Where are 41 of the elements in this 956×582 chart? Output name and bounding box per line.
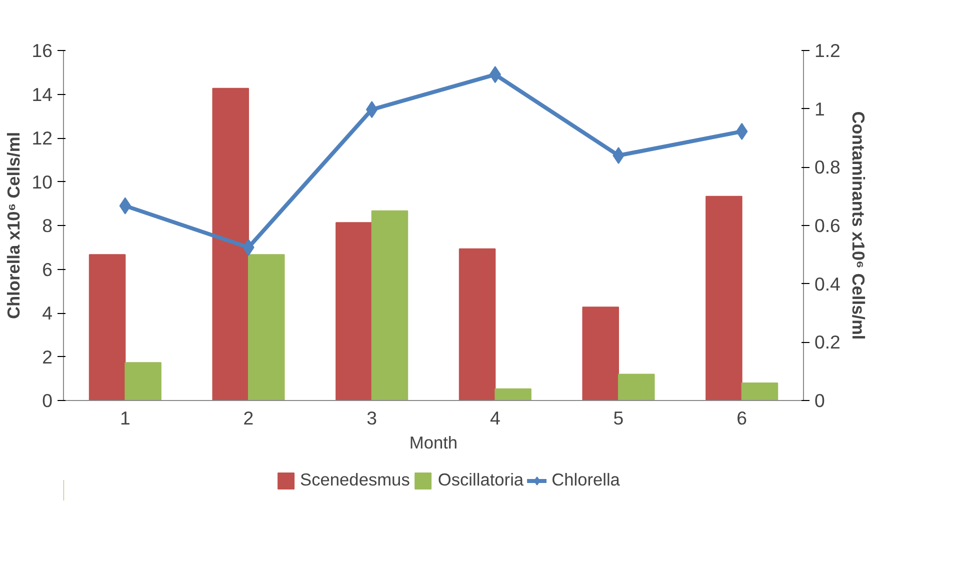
y2-tick-label: 1 xyxy=(814,98,825,120)
y2-axis-title: Contaminants x10⁶ Cells/ml xyxy=(848,111,868,340)
y-tick-label: 14 xyxy=(32,84,53,105)
y-tick-label: 12 xyxy=(32,128,53,148)
point xyxy=(612,147,624,164)
x-tick-label: 3 xyxy=(366,408,378,428)
bar xyxy=(741,382,778,400)
legend-label: Scenedesmus xyxy=(300,470,410,490)
y-tick-label: 16 xyxy=(32,40,53,61)
x-tick-label: 6 xyxy=(736,408,748,428)
y2-tick-label: 0.8 xyxy=(814,156,840,178)
y2-tick-label: 0 xyxy=(814,390,825,411)
bar xyxy=(371,210,408,400)
x-tick-label: 1 xyxy=(120,408,130,428)
bar xyxy=(582,306,619,400)
y-tick-label: 6 xyxy=(42,258,53,280)
y2-tick-label: 0.2 xyxy=(814,332,840,353)
legend-label: Chlorella xyxy=(552,470,620,490)
y2-tick-label: 1.2 xyxy=(814,40,840,61)
bar xyxy=(618,374,655,400)
y-tick-label: 10 xyxy=(32,171,53,192)
y2-tick-label: 0.4 xyxy=(814,273,840,294)
x-tick-label: 5 xyxy=(613,408,624,428)
y-tick-label: 0 xyxy=(42,390,53,411)
bar xyxy=(458,248,496,400)
bar xyxy=(212,88,249,400)
x-tick-label: 4 xyxy=(490,408,500,428)
y2-tick-label: 0.6 xyxy=(814,215,840,236)
bar xyxy=(88,254,126,400)
bar xyxy=(336,222,372,400)
bar xyxy=(494,388,532,400)
x-tick-label: 2 xyxy=(243,408,254,428)
x-axis-title: Month xyxy=(409,432,458,452)
legend-label: Oscillatoria xyxy=(438,470,524,490)
y-tick-label: 2 xyxy=(42,346,53,368)
bar xyxy=(124,362,162,400)
y-axis-title: Chlorella x10⁶ Cells/ml xyxy=(4,132,24,320)
bar xyxy=(706,196,742,400)
bar xyxy=(248,254,285,400)
y-tick-label: 8 xyxy=(42,215,53,236)
y-tick-label: 4 xyxy=(42,302,53,324)
